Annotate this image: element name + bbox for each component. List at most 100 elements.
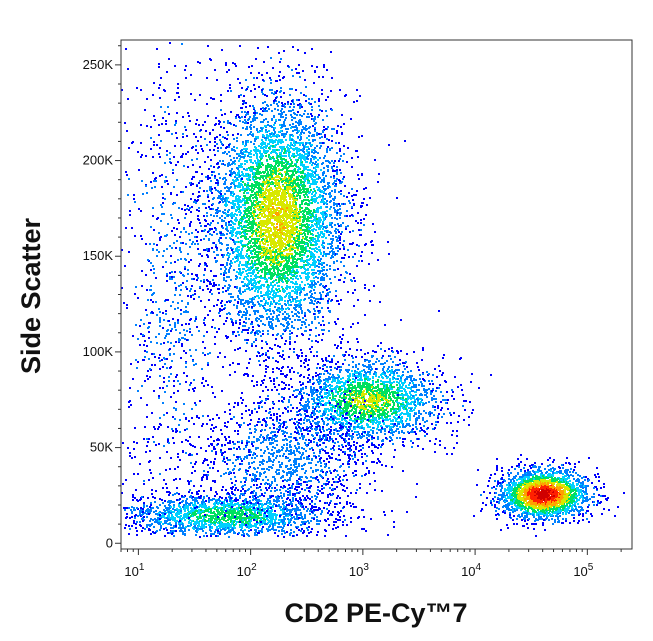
data-point <box>235 241 237 243</box>
data-point <box>206 77 208 79</box>
data-point <box>292 130 294 132</box>
data-point <box>299 319 301 321</box>
data-point <box>250 150 252 152</box>
data-point <box>247 332 249 334</box>
data-point <box>274 149 276 151</box>
data-point <box>289 106 291 108</box>
data-point <box>313 269 315 271</box>
data-point <box>285 308 287 310</box>
data-point <box>271 224 273 226</box>
data-point <box>309 185 311 187</box>
data-point <box>248 230 250 232</box>
data-point <box>213 251 215 253</box>
data-point <box>254 193 256 195</box>
data-point <box>260 121 262 123</box>
data-point <box>241 174 243 176</box>
data-point <box>195 171 197 173</box>
data-point <box>283 152 285 154</box>
data-point <box>254 242 256 244</box>
data-point <box>282 245 284 247</box>
data-point <box>298 175 300 177</box>
data-point <box>205 130 207 132</box>
data-point <box>300 260 302 262</box>
data-point <box>247 119 249 121</box>
data-point <box>348 200 350 202</box>
data-point <box>226 131 228 133</box>
data-point <box>239 292 241 294</box>
data-point <box>254 119 256 121</box>
data-point <box>253 184 255 186</box>
data-point <box>272 135 274 137</box>
data-point <box>244 283 246 285</box>
data-point <box>250 250 252 252</box>
data-point <box>265 263 267 265</box>
data-point <box>329 311 331 313</box>
data-point <box>307 196 309 198</box>
data-point <box>248 255 250 257</box>
data-point <box>311 173 313 175</box>
data-point <box>235 320 237 322</box>
data-point <box>334 211 336 213</box>
data-point <box>242 255 244 257</box>
data-point <box>335 236 337 238</box>
data-point <box>225 147 227 149</box>
data-point <box>301 131 303 133</box>
data-point <box>343 240 345 242</box>
data-point <box>220 141 222 143</box>
data-point <box>241 331 243 333</box>
data-point <box>302 317 304 319</box>
data-point <box>309 284 311 286</box>
data-point <box>330 257 332 259</box>
data-point <box>327 302 329 304</box>
data-point <box>262 305 264 307</box>
data-point <box>235 117 237 119</box>
data-point <box>334 191 336 193</box>
data-point <box>232 296 234 298</box>
data-point <box>216 79 218 81</box>
data-point <box>284 106 286 108</box>
data-point <box>278 288 280 290</box>
data-point <box>253 278 255 280</box>
data-point <box>271 288 273 290</box>
data-point <box>244 116 246 118</box>
data-point <box>336 214 338 216</box>
data-point <box>255 224 257 226</box>
data-point <box>280 116 282 118</box>
data-point <box>220 264 222 266</box>
data-point <box>236 286 238 288</box>
data-point <box>190 93 192 95</box>
data-point <box>242 314 244 316</box>
data-point <box>314 101 316 103</box>
data-point <box>236 157 238 159</box>
data-point <box>265 155 267 157</box>
data-point <box>342 244 344 246</box>
data-point <box>298 130 300 132</box>
data-point <box>318 266 320 268</box>
data-point <box>309 247 311 249</box>
data-point <box>288 265 290 267</box>
data-point <box>309 348 311 350</box>
data-point <box>250 280 252 282</box>
data-point <box>219 308 221 310</box>
data-point <box>217 182 219 184</box>
data-point <box>301 355 303 357</box>
data-point <box>297 104 299 106</box>
data-point <box>349 273 351 275</box>
data-point <box>290 277 292 279</box>
data-point <box>300 164 302 166</box>
data-points <box>121 42 625 538</box>
data-point <box>323 179 325 181</box>
data-point <box>315 335 317 337</box>
data-point <box>232 200 234 202</box>
data-point <box>285 304 287 306</box>
data-point <box>303 254 305 256</box>
data-point <box>244 207 246 209</box>
data-point <box>340 190 342 192</box>
data-point <box>221 114 223 116</box>
data-point <box>266 229 268 231</box>
data-point <box>324 134 326 136</box>
data-point <box>303 168 305 170</box>
data-point <box>246 285 248 287</box>
data-point <box>249 105 251 107</box>
data-point <box>241 264 243 266</box>
